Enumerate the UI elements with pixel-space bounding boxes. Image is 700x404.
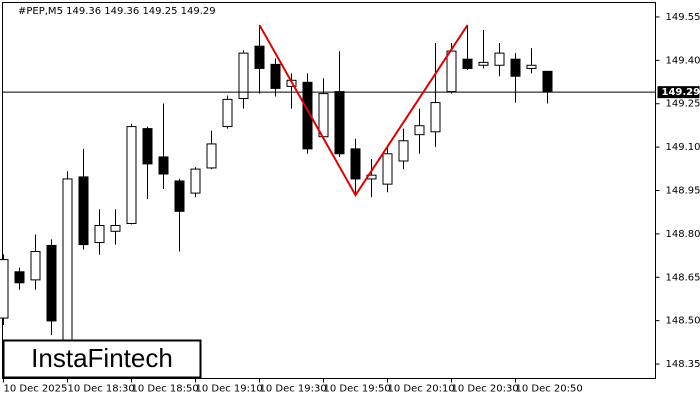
candle-body: [415, 126, 424, 135]
x-tick-label: 10 Dec 20:50: [516, 384, 583, 395]
candle-body: [79, 177, 88, 245]
y-tick-label: 148.65: [666, 272, 700, 283]
candle-body: [271, 64, 280, 88]
candle-body: [143, 129, 152, 164]
candle-body: [383, 154, 392, 184]
last-price-label: 149.29: [662, 87, 700, 98]
y-tick-label: 148.80: [666, 229, 700, 240]
y-tick-label: 149.55: [666, 12, 700, 23]
x-tick-label: 10 Dec 19:50: [324, 384, 391, 395]
candle-body: [495, 53, 504, 65]
y-tick-label: 149.10: [666, 142, 700, 153]
candle-body: [127, 127, 136, 224]
candle-body: [223, 99, 232, 126]
candle-body: [47, 245, 56, 320]
candle-body: [255, 46, 264, 68]
x-tick-label: 10 Dec 2025: [4, 384, 68, 395]
candle-body: [207, 144, 216, 168]
candle-body: [463, 59, 472, 68]
x-tick-label: 10 Dec 18:30: [68, 384, 135, 395]
x-tick-label: 10 Dec 20:30: [452, 384, 519, 395]
candle-body: [335, 92, 344, 154]
y-tick-label: 149.40: [666, 55, 700, 66]
candle-body: [399, 141, 408, 161]
x-tick-label: 10 Dec 18:50: [132, 384, 199, 395]
candle-body: [0, 260, 8, 318]
candle-body: [95, 225, 104, 242]
x-tick-label: 10 Dec 19:10: [196, 384, 263, 395]
y-tick-label: 148.95: [666, 186, 700, 197]
logo-text: InstaFintech: [31, 343, 173, 373]
candle-body: [31, 252, 40, 280]
candle-body: [15, 272, 24, 283]
y-tick-label: 148.50: [666, 316, 700, 327]
candle-body: [447, 51, 456, 91]
candle-body: [543, 71, 552, 91]
candle-body: [319, 94, 328, 137]
candle-body: [351, 149, 360, 179]
x-tick-label: 10 Dec 19:30: [260, 384, 327, 395]
x-tick-label: 10 Dec 20:10: [388, 384, 455, 395]
candle-body: [191, 169, 200, 193]
candle-body: [111, 225, 120, 231]
chart-title: #PEP,M5 149.36 149.36 149.25 149.29: [18, 6, 216, 17]
y-tick-label: 149.25: [666, 99, 700, 110]
candle-body: [511, 59, 520, 76]
plot-frame: [3, 3, 656, 379]
candle-body: [527, 65, 536, 68]
candle-body: [431, 103, 440, 132]
candle-body: [159, 157, 168, 174]
candle-body: [479, 62, 488, 65]
candle-body: [175, 181, 184, 211]
y-tick-label: 148.35: [666, 359, 700, 370]
